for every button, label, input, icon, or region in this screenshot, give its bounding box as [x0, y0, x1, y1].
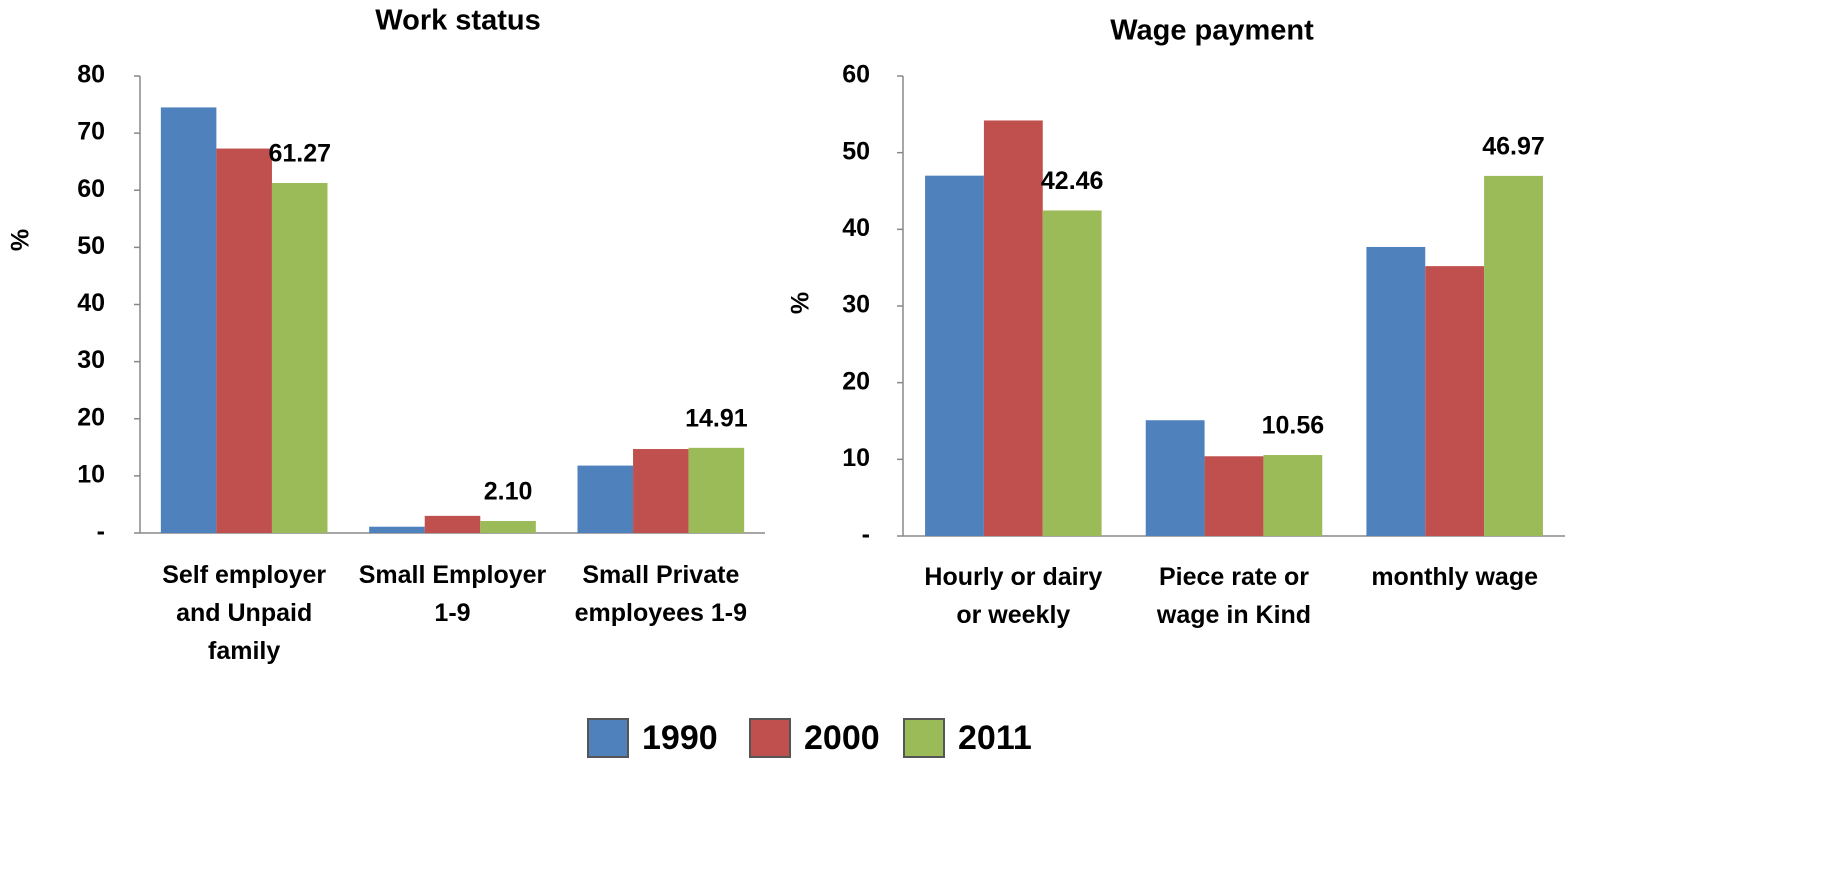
bar: 2011 [1484, 175, 1543, 536]
y-tick-label: 40 [842, 214, 870, 242]
chart-title: Wage payment [1110, 15, 1314, 47]
chart-title: Work status [375, 5, 540, 37]
y-tick-label: - [862, 521, 870, 549]
bar [577, 465, 634, 533]
y-tick-label: 30 [842, 291, 870, 319]
x-tick-label: monthly wage [1371, 563, 1538, 591]
bar [424, 515, 481, 533]
bar: 1990 [925, 175, 984, 536]
bar [216, 148, 272, 533]
y-tick-label: 10 [842, 444, 870, 472]
x-tick-label: Piece rate or wage in Kind [1156, 563, 1311, 629]
y-tick-label: 40 [77, 289, 105, 317]
data-label: 42.46 [1041, 167, 1104, 195]
y-tick-label: 50 [77, 232, 105, 260]
data-label: 10.56 [1262, 412, 1325, 440]
legend-swatch [903, 718, 945, 758]
y-tick-label: 10 [77, 460, 105, 488]
x-tick-label: Self employer and Unpaid family [162, 561, 326, 665]
y-tick-label: 50 [842, 137, 870, 165]
y-tick-label: 60 [77, 175, 105, 203]
data-label: 2.10 [484, 478, 533, 506]
bar: 1990 [1366, 246, 1426, 536]
data-label: 46.97 [1482, 133, 1545, 161]
x-tick-label: Small Private employees 1-9 [575, 561, 747, 627]
bar: 1990 [1145, 420, 1205, 536]
legend-text: 2011 [958, 719, 1032, 757]
bar [369, 526, 425, 533]
data-label: 14.91 [685, 404, 748, 432]
y-tick-label: 20 [77, 403, 105, 431]
bar: 2000 [1425, 266, 1485, 536]
y-tick-label: - [97, 518, 105, 546]
legend-text: 2000 [804, 719, 880, 757]
y-tick-label: 20 [842, 367, 870, 395]
legend-text: 1990 [642, 719, 718, 757]
y-tick-label: 70 [77, 118, 105, 146]
y-tick-label: 30 [77, 346, 105, 374]
y-axis-label: % [787, 292, 815, 314]
x-tick-label: Small Employer 1-9 [359, 561, 547, 627]
legend-swatch [749, 718, 791, 758]
bar: 2000 [983, 120, 1043, 536]
bar [480, 521, 536, 533]
x-tick-label: Hourly or dairy or weekly [924, 563, 1102, 629]
bar: 2011 [1263, 455, 1323, 536]
bar: 2011 [1042, 210, 1102, 536]
bar [633, 449, 689, 533]
bar [160, 107, 217, 533]
bar [688, 447, 745, 533]
y-tick-label: 60 [842, 61, 870, 89]
bar: 2000 [1204, 456, 1264, 536]
y-tick-label: 80 [77, 61, 105, 89]
legend-swatch [587, 718, 629, 758]
bar [271, 182, 328, 534]
data-label: 61.27 [268, 140, 331, 168]
y-axis-label: % [7, 229, 35, 251]
